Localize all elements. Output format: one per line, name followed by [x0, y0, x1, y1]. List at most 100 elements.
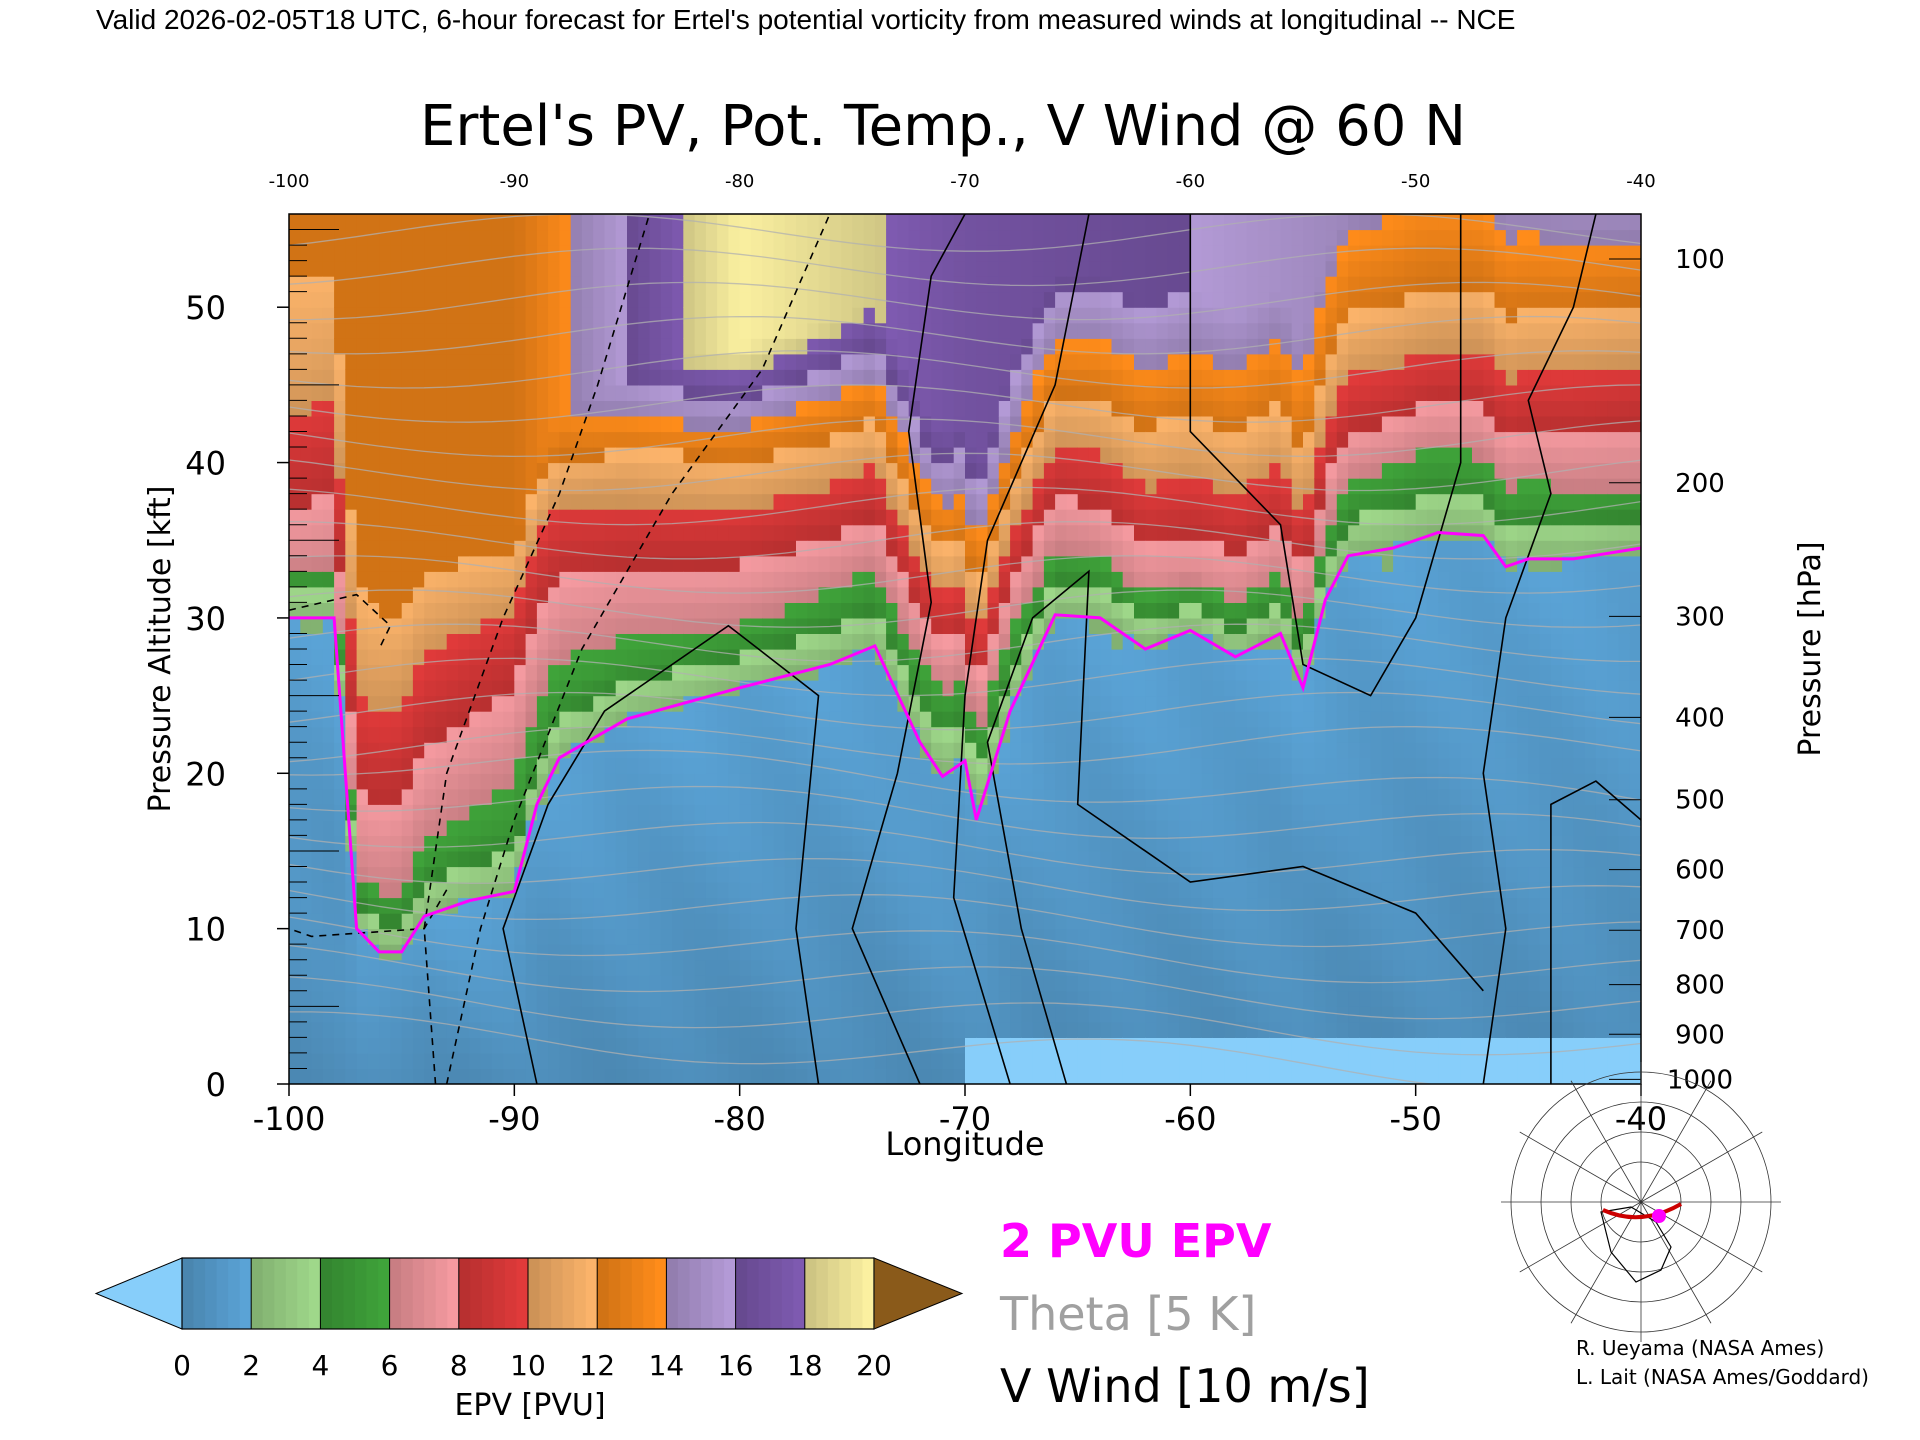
epv-cell — [300, 214, 313, 231]
epv-cell — [1212, 835, 1225, 852]
epv-cell — [1066, 307, 1079, 324]
epv-cell — [638, 882, 651, 899]
epv-cell — [424, 493, 437, 510]
epv-cell — [548, 276, 560, 293]
epv-cell — [390, 462, 403, 479]
epv-cell — [412, 757, 425, 774]
epv-cell — [1010, 571, 1022, 588]
epv-cell — [1212, 571, 1225, 588]
epv-cell — [1043, 416, 1056, 433]
epv-cell — [965, 726, 977, 743]
epv-cell — [1257, 882, 1270, 899]
epv-cell — [1122, 711, 1135, 728]
epv-cell — [649, 788, 662, 805]
epv-cell — [762, 944, 775, 961]
epv-cell — [424, 1068, 437, 1084]
epv-cell — [1077, 851, 1090, 868]
epv-cell — [615, 851, 628, 868]
epv-cell — [379, 338, 391, 355]
epv-cell — [458, 229, 470, 246]
epv-cell — [784, 990, 797, 1007]
epv-cell — [1021, 369, 1034, 386]
epv-cell — [683, 680, 696, 697]
epv-cell — [356, 276, 369, 293]
epv-cell — [1280, 804, 1293, 821]
epv-cell — [863, 602, 876, 619]
epv-cell — [638, 617, 651, 634]
epv-cell — [931, 571, 944, 588]
epv-cell — [435, 757, 448, 774]
epv-cell — [1246, 788, 1259, 805]
epv-cell — [919, 431, 932, 448]
epv-cell — [796, 524, 808, 541]
epv-cell — [1066, 711, 1079, 728]
epv-cell — [356, 416, 369, 433]
epv-cell — [852, 1037, 865, 1054]
epv-cell — [1100, 540, 1113, 557]
epv-cell — [829, 555, 842, 572]
epv-cell — [424, 353, 437, 370]
epv-cell — [1201, 1037, 1214, 1054]
epv-cell — [649, 369, 662, 386]
epv-cell — [705, 835, 718, 852]
epv-cell — [784, 944, 797, 961]
epv-cell — [458, 788, 470, 805]
epv-cell — [976, 835, 989, 852]
epv-cell — [1246, 1052, 1259, 1069]
epv-cell — [491, 447, 504, 464]
epv-cell — [897, 291, 910, 308]
epv-cell — [334, 384, 346, 401]
epv-cell — [919, 928, 932, 945]
epv-cell — [356, 617, 369, 634]
epv-cell — [548, 633, 560, 650]
epv-cell — [627, 1037, 639, 1054]
epv-cell — [773, 1021, 786, 1038]
epv-cell — [829, 711, 842, 728]
epv-cell — [1043, 664, 1056, 681]
epv-cell — [953, 555, 966, 572]
epv-cell — [458, 276, 470, 293]
epv-cell — [1156, 1068, 1169, 1084]
epv-cell — [953, 307, 966, 324]
epv-cell — [435, 913, 448, 930]
epv-cell — [953, 897, 966, 914]
epv-cell — [503, 804, 515, 821]
epv-cell — [683, 913, 696, 930]
epv-cell — [638, 1068, 651, 1084]
epv-cell — [829, 353, 842, 370]
epv-cell — [886, 1006, 898, 1023]
epv-cell — [829, 944, 842, 961]
epv-cell — [694, 711, 707, 728]
epv-cell — [570, 959, 583, 976]
epv-cell — [1280, 788, 1293, 805]
epv-cell — [739, 322, 752, 339]
epv-cell — [1134, 897, 1146, 914]
epv-cell — [570, 913, 583, 930]
epv-cell — [1066, 959, 1079, 976]
epv-cell — [1134, 509, 1146, 526]
epv-cell — [705, 664, 718, 681]
epv-cell — [322, 369, 335, 386]
epv-cell — [1179, 711, 1191, 728]
epv-cell — [1055, 664, 1067, 681]
epv-cell — [728, 664, 741, 681]
epv-cell — [863, 711, 876, 728]
epv-cell — [919, 680, 932, 697]
epv-cell — [874, 338, 887, 355]
epv-cell — [446, 695, 459, 712]
epv-cell — [998, 757, 1011, 774]
epv-cell — [874, 555, 887, 572]
epv-cell — [694, 680, 707, 697]
epv-cell — [424, 555, 437, 572]
epv-cell — [322, 214, 335, 231]
epv-cell — [1179, 680, 1191, 697]
epv-cell — [1043, 524, 1056, 541]
epv-cell — [469, 478, 482, 495]
epv-cell — [1077, 804, 1090, 821]
epv-cell — [1122, 757, 1135, 774]
epv-cell — [1235, 229, 1248, 246]
epv-cell — [1010, 1021, 1022, 1038]
epv-cell — [300, 229, 313, 246]
epv-cell — [750, 338, 763, 355]
epv-cell — [874, 602, 887, 619]
